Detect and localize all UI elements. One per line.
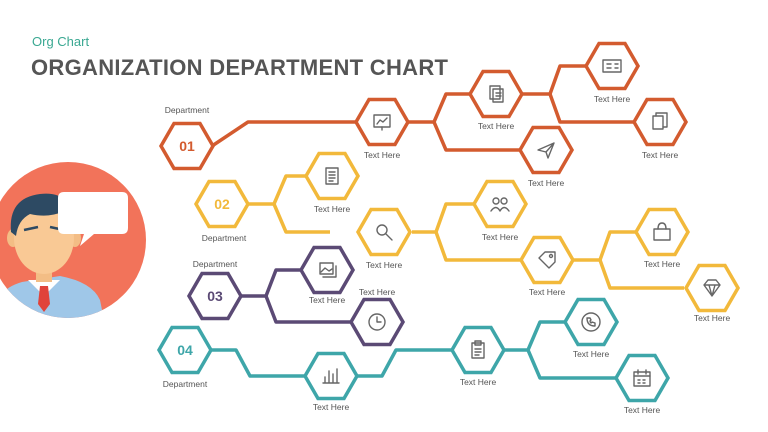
item-label: Text Here bbox=[359, 287, 396, 297]
department-hexagon bbox=[158, 121, 216, 171]
department-2-item: Text Here bbox=[355, 207, 413, 270]
presentation-chart-icon bbox=[373, 114, 391, 131]
department-3: 03 Department bbox=[186, 259, 244, 321]
team-icon bbox=[490, 197, 510, 212]
files-icon bbox=[652, 112, 668, 130]
clock-icon bbox=[368, 313, 386, 331]
item-hexagon bbox=[449, 325, 507, 375]
subtitle: Org Chart bbox=[32, 34, 90, 49]
document-list-icon bbox=[325, 167, 339, 185]
clipboard-icon bbox=[471, 340, 485, 359]
department-4-item: Text Here bbox=[302, 351, 360, 412]
item-hexagon bbox=[302, 351, 360, 401]
department-4: 04 Department bbox=[156, 325, 214, 389]
item-hexagon bbox=[613, 353, 671, 403]
department-label: Department bbox=[193, 259, 238, 269]
department-2-item: Text Here bbox=[471, 179, 529, 242]
department-1-item: Text Here bbox=[583, 41, 641, 104]
item-label: Text Here bbox=[573, 349, 610, 359]
item-label: Text Here bbox=[364, 150, 401, 160]
item-label: Text Here bbox=[366, 260, 403, 270]
shopping-bag-icon bbox=[653, 222, 671, 241]
department-2-item: Text Here bbox=[683, 263, 741, 323]
department-label: Department bbox=[165, 105, 210, 115]
department-1: 01 Department bbox=[158, 105, 216, 171]
search-icon bbox=[376, 224, 393, 241]
department-1-item: Text Here bbox=[517, 125, 575, 188]
phone-icon bbox=[581, 312, 601, 332]
department-1-item: Text Here bbox=[631, 97, 689, 160]
department-number: 02 bbox=[214, 196, 230, 212]
item-label: Text Here bbox=[309, 295, 346, 305]
item-label: Text Here bbox=[644, 259, 681, 269]
department-2-item: Text Here bbox=[303, 151, 361, 214]
department-4-item: Text Here bbox=[449, 325, 507, 387]
department-number: 04 bbox=[177, 342, 193, 358]
item-label: Text Here bbox=[594, 94, 631, 104]
department-1-item: Text Here bbox=[467, 69, 525, 131]
image-gallery-icon bbox=[319, 262, 337, 278]
item-label: Text Here bbox=[694, 313, 731, 323]
department-number: 01 bbox=[179, 138, 195, 154]
department-hexagon bbox=[193, 179, 251, 229]
connectors-dept-4 bbox=[210, 320, 616, 380]
documents-icon bbox=[489, 85, 504, 103]
calculator-icon bbox=[602, 59, 622, 73]
page-title: ORGANIZATION DEPARTMENT CHART bbox=[31, 55, 449, 80]
price-tag-icon bbox=[538, 251, 556, 269]
item-label: Text Here bbox=[313, 402, 350, 412]
department-hexagon bbox=[156, 325, 214, 375]
item-hexagon bbox=[631, 97, 689, 147]
item-hexagon bbox=[471, 179, 529, 229]
item-hexagon bbox=[518, 235, 576, 285]
department-2-item: Text Here bbox=[518, 235, 576, 297]
department-1-item: Text Here bbox=[353, 97, 411, 160]
department-4-item: Text Here bbox=[613, 353, 671, 415]
department-hexagon bbox=[186, 271, 244, 321]
connectors-dept-2 bbox=[248, 174, 684, 290]
department-4-item: Text Here bbox=[562, 297, 620, 359]
department-3-item: Text Here bbox=[348, 287, 406, 347]
connectors-dept-1 bbox=[211, 64, 634, 152]
paper-plane-icon bbox=[537, 142, 555, 159]
item-hexagon bbox=[633, 207, 691, 257]
department-label: Department bbox=[202, 233, 247, 243]
diamond-icon bbox=[703, 279, 721, 297]
item-hexagon bbox=[303, 151, 361, 201]
connectors-dept-3 bbox=[240, 268, 350, 324]
item-label: Text Here bbox=[478, 121, 515, 131]
item-label: Text Here bbox=[460, 377, 497, 387]
item-hexagon bbox=[355, 207, 413, 257]
item-label: Text Here bbox=[314, 204, 351, 214]
avatar bbox=[0, 162, 146, 318]
bar-chart-icon bbox=[322, 368, 340, 384]
item-label: Text Here bbox=[482, 232, 519, 242]
item-hexagon bbox=[583, 41, 641, 91]
department-2: 02 Department bbox=[193, 179, 251, 243]
item-hexagon bbox=[683, 263, 741, 313]
item-hexagon bbox=[517, 125, 575, 175]
item-hexagon bbox=[467, 69, 525, 119]
item-label: Text Here bbox=[528, 178, 565, 188]
item-label: Text Here bbox=[642, 150, 679, 160]
department-3-item: Text Here bbox=[298, 245, 356, 305]
calendar-icon bbox=[633, 369, 651, 387]
item-label: Text Here bbox=[529, 287, 566, 297]
department-number: 03 bbox=[207, 288, 223, 304]
item-label: Text Here bbox=[624, 405, 661, 415]
department-2-item: Text Here bbox=[633, 207, 691, 269]
department-label: Department bbox=[163, 379, 208, 389]
